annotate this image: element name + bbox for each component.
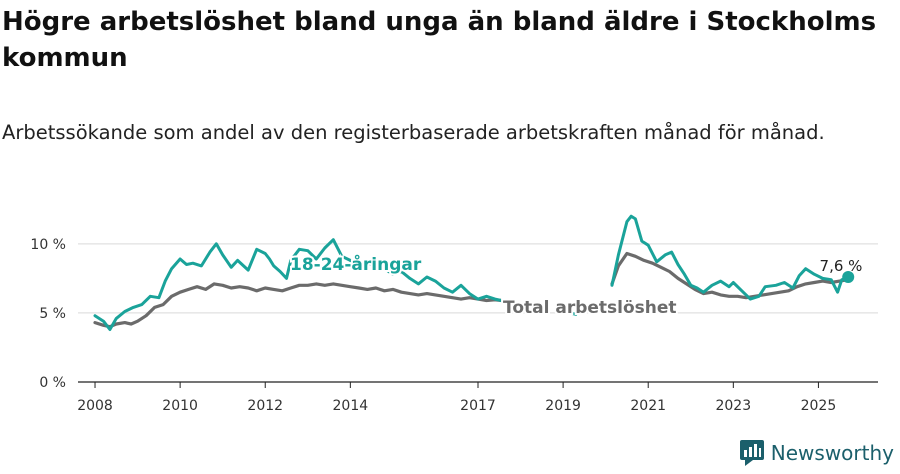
x-tick-label: 2021 (630, 398, 666, 414)
chart-subtitle: Arbetssökande som andel av den registerb… (2, 121, 825, 144)
x-tick-label: 2014 (333, 398, 369, 414)
series-line-youth (568, 311, 578, 316)
end-value-label: 7,6 % (820, 257, 863, 275)
chart-title: Högre arbetslöshet bland unga än bland ä… (2, 7, 877, 73)
x-tick-label: 2012 (247, 398, 283, 414)
newsworthy-logo-icon (739, 440, 764, 466)
x-tick-label: 2025 (801, 398, 837, 414)
y-tick-label: 5 % (39, 306, 66, 322)
x-tick-label: 2023 (715, 398, 751, 414)
y-tick-label: 0 % (39, 375, 66, 391)
series-line-youth (93, 238, 503, 331)
x-tick-label: 2017 (460, 398, 496, 414)
series-line-total (610, 251, 850, 300)
brand: Newsworthy (739, 438, 894, 468)
end-point-marker (842, 270, 855, 283)
series-line-total (93, 282, 503, 329)
x-tick-label: 2019 (545, 398, 581, 414)
series-label-youth: 18-24-åringar (290, 253, 422, 275)
brand-name: Newsworthy (770, 441, 894, 465)
x-tick-label: 2008 (77, 398, 113, 414)
y-tick-label: 10 % (30, 237, 66, 253)
x-tick-label: 2010 (162, 398, 198, 414)
series-line-youth (610, 214, 850, 301)
series-label-total: Total arbetslöshet (503, 298, 677, 318)
